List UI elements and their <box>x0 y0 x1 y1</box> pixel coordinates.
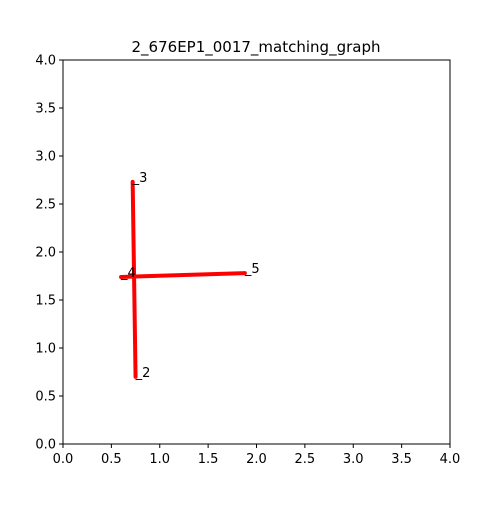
y-tick-label: 0.0 <box>35 438 56 453</box>
x-tick-label: 2.0 <box>246 452 267 467</box>
x-tick-label: 2.5 <box>295 452 316 467</box>
graph-edge <box>119 271 247 279</box>
y-tick-label: 2.5 <box>35 198 56 213</box>
x-tick-label: 1.0 <box>149 452 170 467</box>
x-tick-label: 3.5 <box>391 452 412 467</box>
plot-area: _2 _3 _4 _5 <box>119 171 260 381</box>
y-tick-label: 2.0 <box>35 246 56 261</box>
x-tick-label: 3.0 <box>343 452 364 467</box>
y-tick-label: 1.5 <box>35 294 56 309</box>
node-label: _2 <box>135 366 151 381</box>
x-tick-label: 0.5 <box>101 452 122 467</box>
x-tick-label: 1.5 <box>198 452 219 467</box>
graph-edge <box>130 179 138 379</box>
y-tick-label: 4.0 <box>35 54 56 69</box>
y-tick-label: 1.0 <box>35 342 56 357</box>
node-label: _5 <box>244 262 260 277</box>
node-label: _4 <box>120 266 136 281</box>
x-tick-label: 4.0 <box>440 452 461 467</box>
y-tick-label: 3.5 <box>35 102 56 117</box>
y-tick-label: 0.5 <box>35 390 56 405</box>
x-tick-label: 0.0 <box>53 452 74 467</box>
chart-title: 2_676EP1_0017_matching_graph <box>132 38 381 57</box>
y-tick-label: 3.0 <box>35 150 56 165</box>
axis-ticks: 0.0 0.5 1.0 1.5 2.0 2.5 3.0 3.5 4.0 0.0 0.5 1.0 1.5 2… <box>35 54 460 468</box>
node-label: _3 <box>132 171 148 186</box>
plot-frame <box>62 59 451 445</box>
